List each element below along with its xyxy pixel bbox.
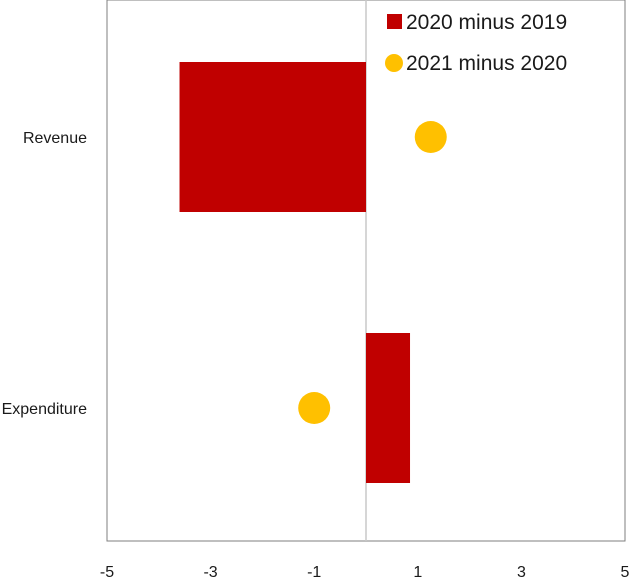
legend-swatch-dot xyxy=(385,54,403,72)
x-tick-label: 5 xyxy=(621,564,630,581)
bar-revenue xyxy=(179,62,366,212)
legend: 2020 minus 2019 2021 minus 2020 xyxy=(385,11,567,75)
bar-expenditure xyxy=(366,333,411,483)
dot-revenue xyxy=(414,121,447,153)
x-tick-labels: -5 -3 -1 1 3 5 xyxy=(100,564,630,581)
category-labels: Revenue Expenditure xyxy=(2,130,87,418)
legend-swatch-bar xyxy=(387,14,402,29)
x-tick-label: -5 xyxy=(100,564,114,581)
category-label-revenue: Revenue xyxy=(23,130,87,147)
legend-label-series-2: 2021 minus 2020 xyxy=(406,52,567,75)
x-tick-label: 1 xyxy=(413,564,422,581)
category-label-expenditure: Expenditure xyxy=(2,401,87,418)
bars-layer xyxy=(179,62,411,483)
x-tick-label: -3 xyxy=(203,564,217,581)
x-tick-label: 3 xyxy=(517,564,526,581)
dots-layer xyxy=(298,121,447,424)
legend-label-series-1: 2020 minus 2019 xyxy=(406,11,567,34)
dot-expenditure xyxy=(298,392,331,424)
x-tick-label: -1 xyxy=(307,564,321,581)
